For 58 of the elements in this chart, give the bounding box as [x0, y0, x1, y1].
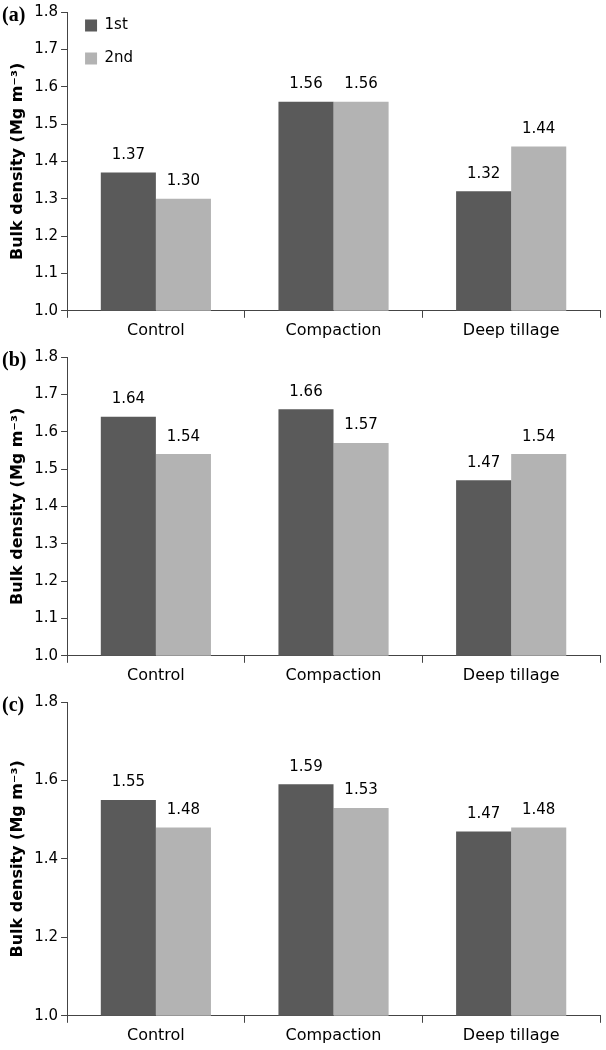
x-tick-label: Control: [126, 664, 185, 684]
x-tick-label: Compaction: [285, 1024, 382, 1044]
x-tick-label: Compaction: [285, 664, 382, 684]
y-tick-label: 1.7: [34, 39, 59, 58]
x-tick-label: Deep tillage: [462, 1024, 560, 1044]
y-tick-label: 1.7: [34, 384, 59, 403]
y-tick-label: 1.4: [34, 496, 59, 515]
y-tick-label: 1.6: [34, 421, 59, 440]
y-axis-title: Bulk density (Mg m⁻³): [6, 760, 26, 958]
y-tick-label: 1.2: [34, 927, 59, 946]
y-tick-label: 1.4: [34, 151, 59, 170]
data-label: 1.44: [522, 118, 556, 137]
y-tick-label: 1.0: [34, 300, 59, 319]
y-tick-label: 1.3: [34, 188, 59, 207]
data-label: 1.53: [344, 780, 378, 799]
data-label: 1.37: [111, 145, 146, 163]
y-tick-label: 1.5: [34, 113, 59, 132]
y-tick-label: 1.0: [34, 1005, 59, 1024]
data-label: 1.56: [344, 74, 378, 93]
legend-label: 1st: [104, 15, 128, 34]
y-tick-label: 1.2: [34, 570, 59, 589]
chart-title: (b): [2, 348, 27, 372]
y-tick-label: 1.6: [34, 76, 59, 95]
y-tick-label: 1.2: [34, 225, 59, 244]
data-label: 1.30: [166, 171, 201, 190]
data-label: 1.48: [166, 799, 201, 818]
x-tick-label: Control: [126, 1024, 185, 1044]
y-tick-label: 1.6: [34, 770, 59, 789]
x-tick-label: Control: [126, 319, 185, 339]
data-label: 1.59: [289, 756, 323, 775]
data-label: 1.56: [289, 74, 323, 93]
x-tick-label: Compaction: [285, 319, 382, 339]
data-label: 1.64: [111, 389, 146, 408]
legend-label: 2nd: [104, 48, 134, 67]
data-label: 1.47: [466, 452, 501, 471]
data-label: 1.55: [111, 772, 146, 791]
y-tick-label: 1.1: [34, 263, 59, 282]
data-label: 1.54: [522, 426, 556, 445]
y-tick-label: 1.8: [34, 691, 59, 710]
data-label: 1.54: [166, 426, 201, 445]
y-tick-label: 1.5: [34, 458, 59, 477]
x-tick-label: Deep tillage: [462, 664, 560, 684]
data-label: 1.32: [466, 163, 501, 182]
data-label: 1.66: [289, 381, 323, 400]
data-label: 1.48: [522, 799, 556, 818]
y-tick-label: 1.8: [34, 346, 59, 365]
y-tick-label: 1.4: [34, 848, 59, 867]
chart-title: (a): [2, 3, 26, 27]
y-tick-label: 1.1: [34, 608, 59, 627]
data-label: 1.57: [344, 415, 378, 434]
y-tick-label: 1.3: [34, 533, 59, 552]
y-tick-label: 1.0: [34, 645, 59, 664]
x-tick-label: Deep tillage: [462, 319, 560, 339]
data-label: 1.47: [466, 803, 501, 822]
chart-title: (c): [2, 693, 25, 717]
y-axis-title: Bulk density (Mg m⁻³): [6, 62, 26, 261]
y-axis-title: Bulk density (Mg m⁻³): [6, 407, 26, 606]
y-tick-label: 1.8: [34, 1, 59, 20]
